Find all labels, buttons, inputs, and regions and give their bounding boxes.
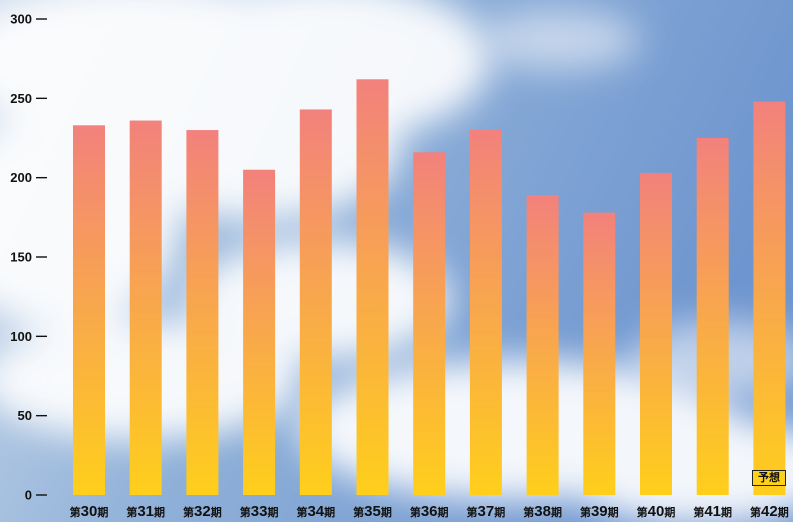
- x-category-label: 第38期: [523, 503, 562, 520]
- x-category-label: 第36期: [410, 503, 449, 520]
- y-tick-label: 250: [10, 91, 32, 106]
- x-category-label: 第40期: [637, 503, 676, 520]
- bar: [640, 172, 672, 495]
- y-tick-label: 200: [10, 170, 32, 185]
- x-category-label: 第37期: [467, 503, 506, 520]
- x-axis: 第30期 第31期 第32期 第33期 第34期 第35期 第36期 第37期 第38期 第39期…: [70, 503, 789, 520]
- bar: [299, 109, 332, 495]
- bar: [413, 152, 446, 495]
- y-tick-label: 100: [10, 329, 32, 344]
- bar: [469, 130, 502, 496]
- x-category-label: 第42期: [750, 503, 789, 520]
- x-category-label: 第35期: [353, 503, 392, 520]
- y-tick-label: 150: [10, 250, 32, 265]
- bars: [73, 79, 786, 496]
- bar: [243, 169, 276, 495]
- bar: [186, 130, 219, 496]
- y-tick-label: 0: [25, 488, 32, 503]
- x-category-label: 第32期: [183, 503, 222, 520]
- bar: [356, 79, 389, 495]
- x-category-label: 第39期: [580, 503, 619, 520]
- x-category-label: 第31期: [126, 503, 165, 520]
- y-axis: 300 250 200 150 100 50 0: [10, 12, 47, 503]
- forecast-badge: 予想: [752, 470, 786, 486]
- y-tick-label: 50: [18, 408, 32, 423]
- y-tick-label: 300: [10, 12, 32, 27]
- bar: [526, 195, 559, 495]
- x-category-label: 第41期: [693, 503, 732, 520]
- bar: [583, 212, 616, 495]
- x-category-label: 第30期: [70, 503, 109, 520]
- x-category-label: 第33期: [240, 503, 279, 520]
- bar: [73, 125, 105, 495]
- bar: [696, 138, 729, 495]
- bar: [753, 101, 786, 496]
- x-category-label: 第34期: [296, 503, 335, 520]
- bar: [129, 120, 162, 496]
